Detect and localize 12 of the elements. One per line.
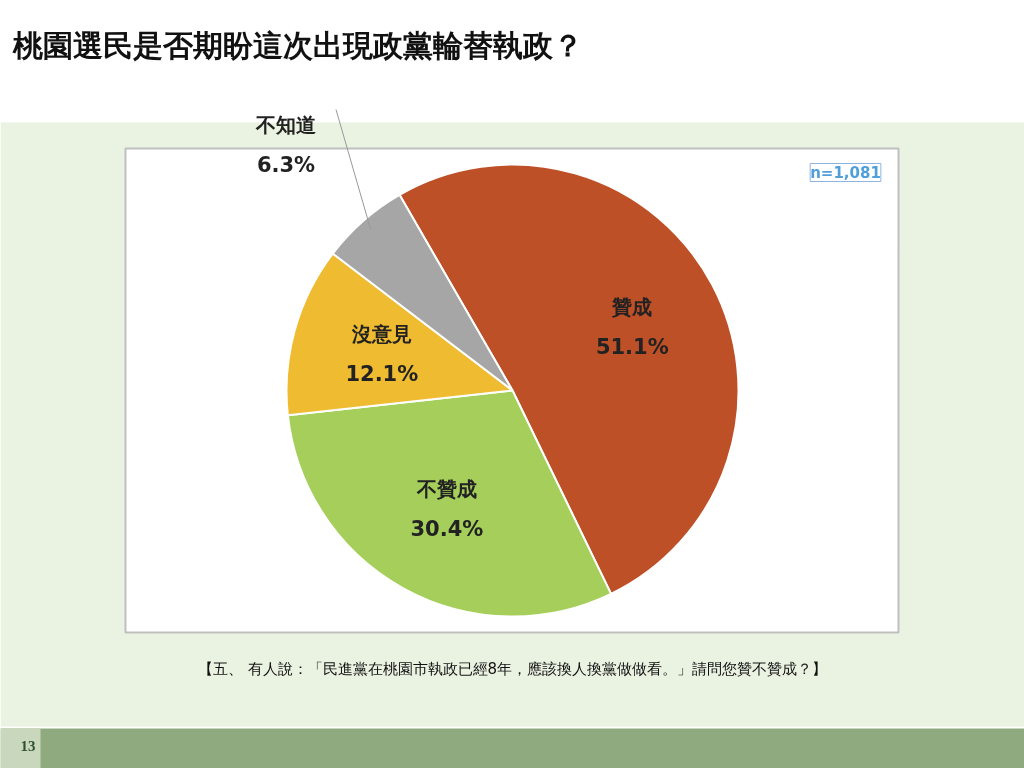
text: 【五、 有人說：「民進黨在桃園市執政已經8年，應該換人換黨做做看。」請問您贊不贊成？】: [197, 659, 828, 678]
data-label: 12.1%: [345, 362, 419, 387]
data-label: 6.3%: [256, 152, 316, 177]
text: n=1,081: [810, 163, 881, 182]
chart-title: 桃園選民是否期盼這次出現政黨輪替執政？: [11, 27, 583, 63]
data-label: 51.1%: [595, 334, 669, 359]
slice-label: 不贊成: [415, 477, 477, 502]
data-label: 30.4%: [410, 517, 484, 542]
slice-label: 贊成: [611, 294, 653, 319]
slice-label: 不知道: [255, 112, 316, 137]
text: 13: [20, 737, 36, 754]
slice-label: 沒意見: [350, 322, 412, 347]
